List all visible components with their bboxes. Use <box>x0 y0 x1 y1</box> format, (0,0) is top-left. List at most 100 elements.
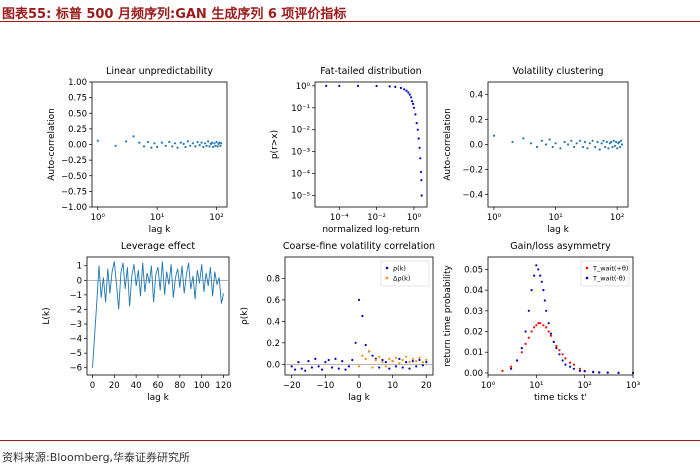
data-point <box>527 309 530 312</box>
data-point <box>421 364 424 367</box>
data-point <box>596 140 599 144</box>
data-point <box>594 145 597 149</box>
x-tick-label: −20 <box>283 381 301 391</box>
data-point <box>344 368 347 371</box>
x-tick-label: 10⁰ <box>91 213 106 223</box>
data-point <box>615 140 618 144</box>
data-point <box>384 365 387 368</box>
data-point <box>415 365 418 368</box>
data-point <box>421 361 424 364</box>
x-tick-label: 10² <box>209 213 223 223</box>
x-tick-label: 10⁰ <box>481 381 496 391</box>
data-point <box>572 363 576 366</box>
data-point <box>307 360 310 363</box>
x-axis-label: lag k <box>348 393 371 403</box>
data-point <box>620 143 624 146</box>
data-point <box>364 343 367 347</box>
data-point <box>605 140 608 144</box>
data-point <box>341 360 344 363</box>
series-line <box>92 261 224 368</box>
legend: T_wait(+θ) T_wait(-θ) <box>580 260 630 287</box>
data-point <box>416 128 419 131</box>
data-point <box>527 336 530 339</box>
data-point <box>317 365 320 368</box>
data-point <box>361 354 364 357</box>
data-point <box>533 274 536 277</box>
y-tick-label: 0.25 <box>68 125 87 135</box>
data-point <box>220 142 223 145</box>
data-point <box>547 322 550 325</box>
data-point <box>558 349 561 352</box>
data-point <box>579 139 582 142</box>
data-point <box>539 322 542 325</box>
y-tick-label: 0.2 <box>266 339 280 349</box>
data-point <box>356 84 360 87</box>
figure-title: 图表55: 标普 500 月频序列:GAN 生成序列 6 项评价指标 <box>2 7 347 22</box>
data-point <box>408 361 411 364</box>
data-point <box>600 142 603 145</box>
data-point <box>540 280 543 283</box>
data-point <box>530 289 533 292</box>
data-point <box>357 298 361 301</box>
data-point <box>310 366 313 369</box>
data-point <box>524 330 527 333</box>
data-point <box>414 113 417 116</box>
y-tick-label: −0.75 <box>61 187 87 197</box>
data-point <box>132 135 135 138</box>
subplot-6: 10⁰ 10¹ 10² 10³ 0.00 0.01 0.02 0.03 0.04 0.05 Gain… <box>443 241 640 403</box>
data-point <box>401 358 404 362</box>
data-point <box>425 361 428 364</box>
data-point <box>554 142 557 145</box>
data-point <box>412 106 416 109</box>
data-point <box>610 140 613 144</box>
x-tick-label: 10 <box>387 381 398 391</box>
data-point <box>405 89 408 92</box>
data-point <box>492 134 496 137</box>
data-point <box>602 139 605 142</box>
y-tick-label: −1 <box>69 291 82 301</box>
x-axis-label: lag k <box>547 225 570 235</box>
data-point <box>153 142 156 145</box>
data-point <box>559 147 562 150</box>
x-tick-label: 40 <box>131 381 142 391</box>
subplot-2: 10⁻⁴ 10⁻² 10⁰ 10⁻⁵ 10⁻⁴ 10⁻³ 10⁻² 10⁻¹ 10⁰ Fat-ta… <box>270 66 428 235</box>
data-point <box>213 142 216 145</box>
data-point <box>419 170 423 173</box>
data-point <box>572 367 576 370</box>
subplot-4: 0 20 40 60 80 100 120 −6 −5 −4 −3 −2 −1 0 1 Leverage ef… <box>42 241 232 403</box>
x-tick-label: 10⁻⁴ <box>330 213 349 223</box>
y-tick-label: −0.4 <box>462 191 483 201</box>
data-point <box>381 358 384 362</box>
data-point <box>364 357 367 360</box>
x-axis-label: lag k <box>149 225 172 235</box>
data-point <box>551 145 554 149</box>
data-point <box>520 347 523 350</box>
data-point <box>545 326 548 329</box>
data-point <box>405 361 408 364</box>
legend-marker <box>585 276 589 280</box>
y-tick-label: 0.0 <box>266 360 280 370</box>
data-point <box>408 367 411 370</box>
data-point <box>564 357 567 360</box>
data-point <box>545 309 548 312</box>
y-tick-label: −6 <box>69 364 82 374</box>
y-tick-label: 1 <box>77 262 82 272</box>
subplot-3: 10⁰ 10¹ 10² −0.4 −0.2 0.0 0.2 0.4 Volatility clu… <box>443 66 629 235</box>
data-point <box>200 141 203 144</box>
data-point <box>561 353 564 356</box>
data-point <box>150 146 153 149</box>
data-point <box>408 93 411 96</box>
data-point <box>294 368 297 371</box>
data-point <box>96 139 99 142</box>
x-tick-label: 120 <box>215 381 231 391</box>
x-tick-label: 20 <box>421 381 432 391</box>
y-tick-label: 0.01 <box>464 348 483 358</box>
data-point <box>555 344 558 348</box>
data-point <box>578 367 582 370</box>
data-point <box>543 299 546 302</box>
data-point <box>314 357 317 360</box>
figure-header: 图表55: 标普 500 月频序列:GAN 生成序列 6 项评价指标 <box>0 0 700 22</box>
data-point <box>542 289 545 292</box>
data-point <box>138 141 141 144</box>
data-point <box>391 360 394 363</box>
